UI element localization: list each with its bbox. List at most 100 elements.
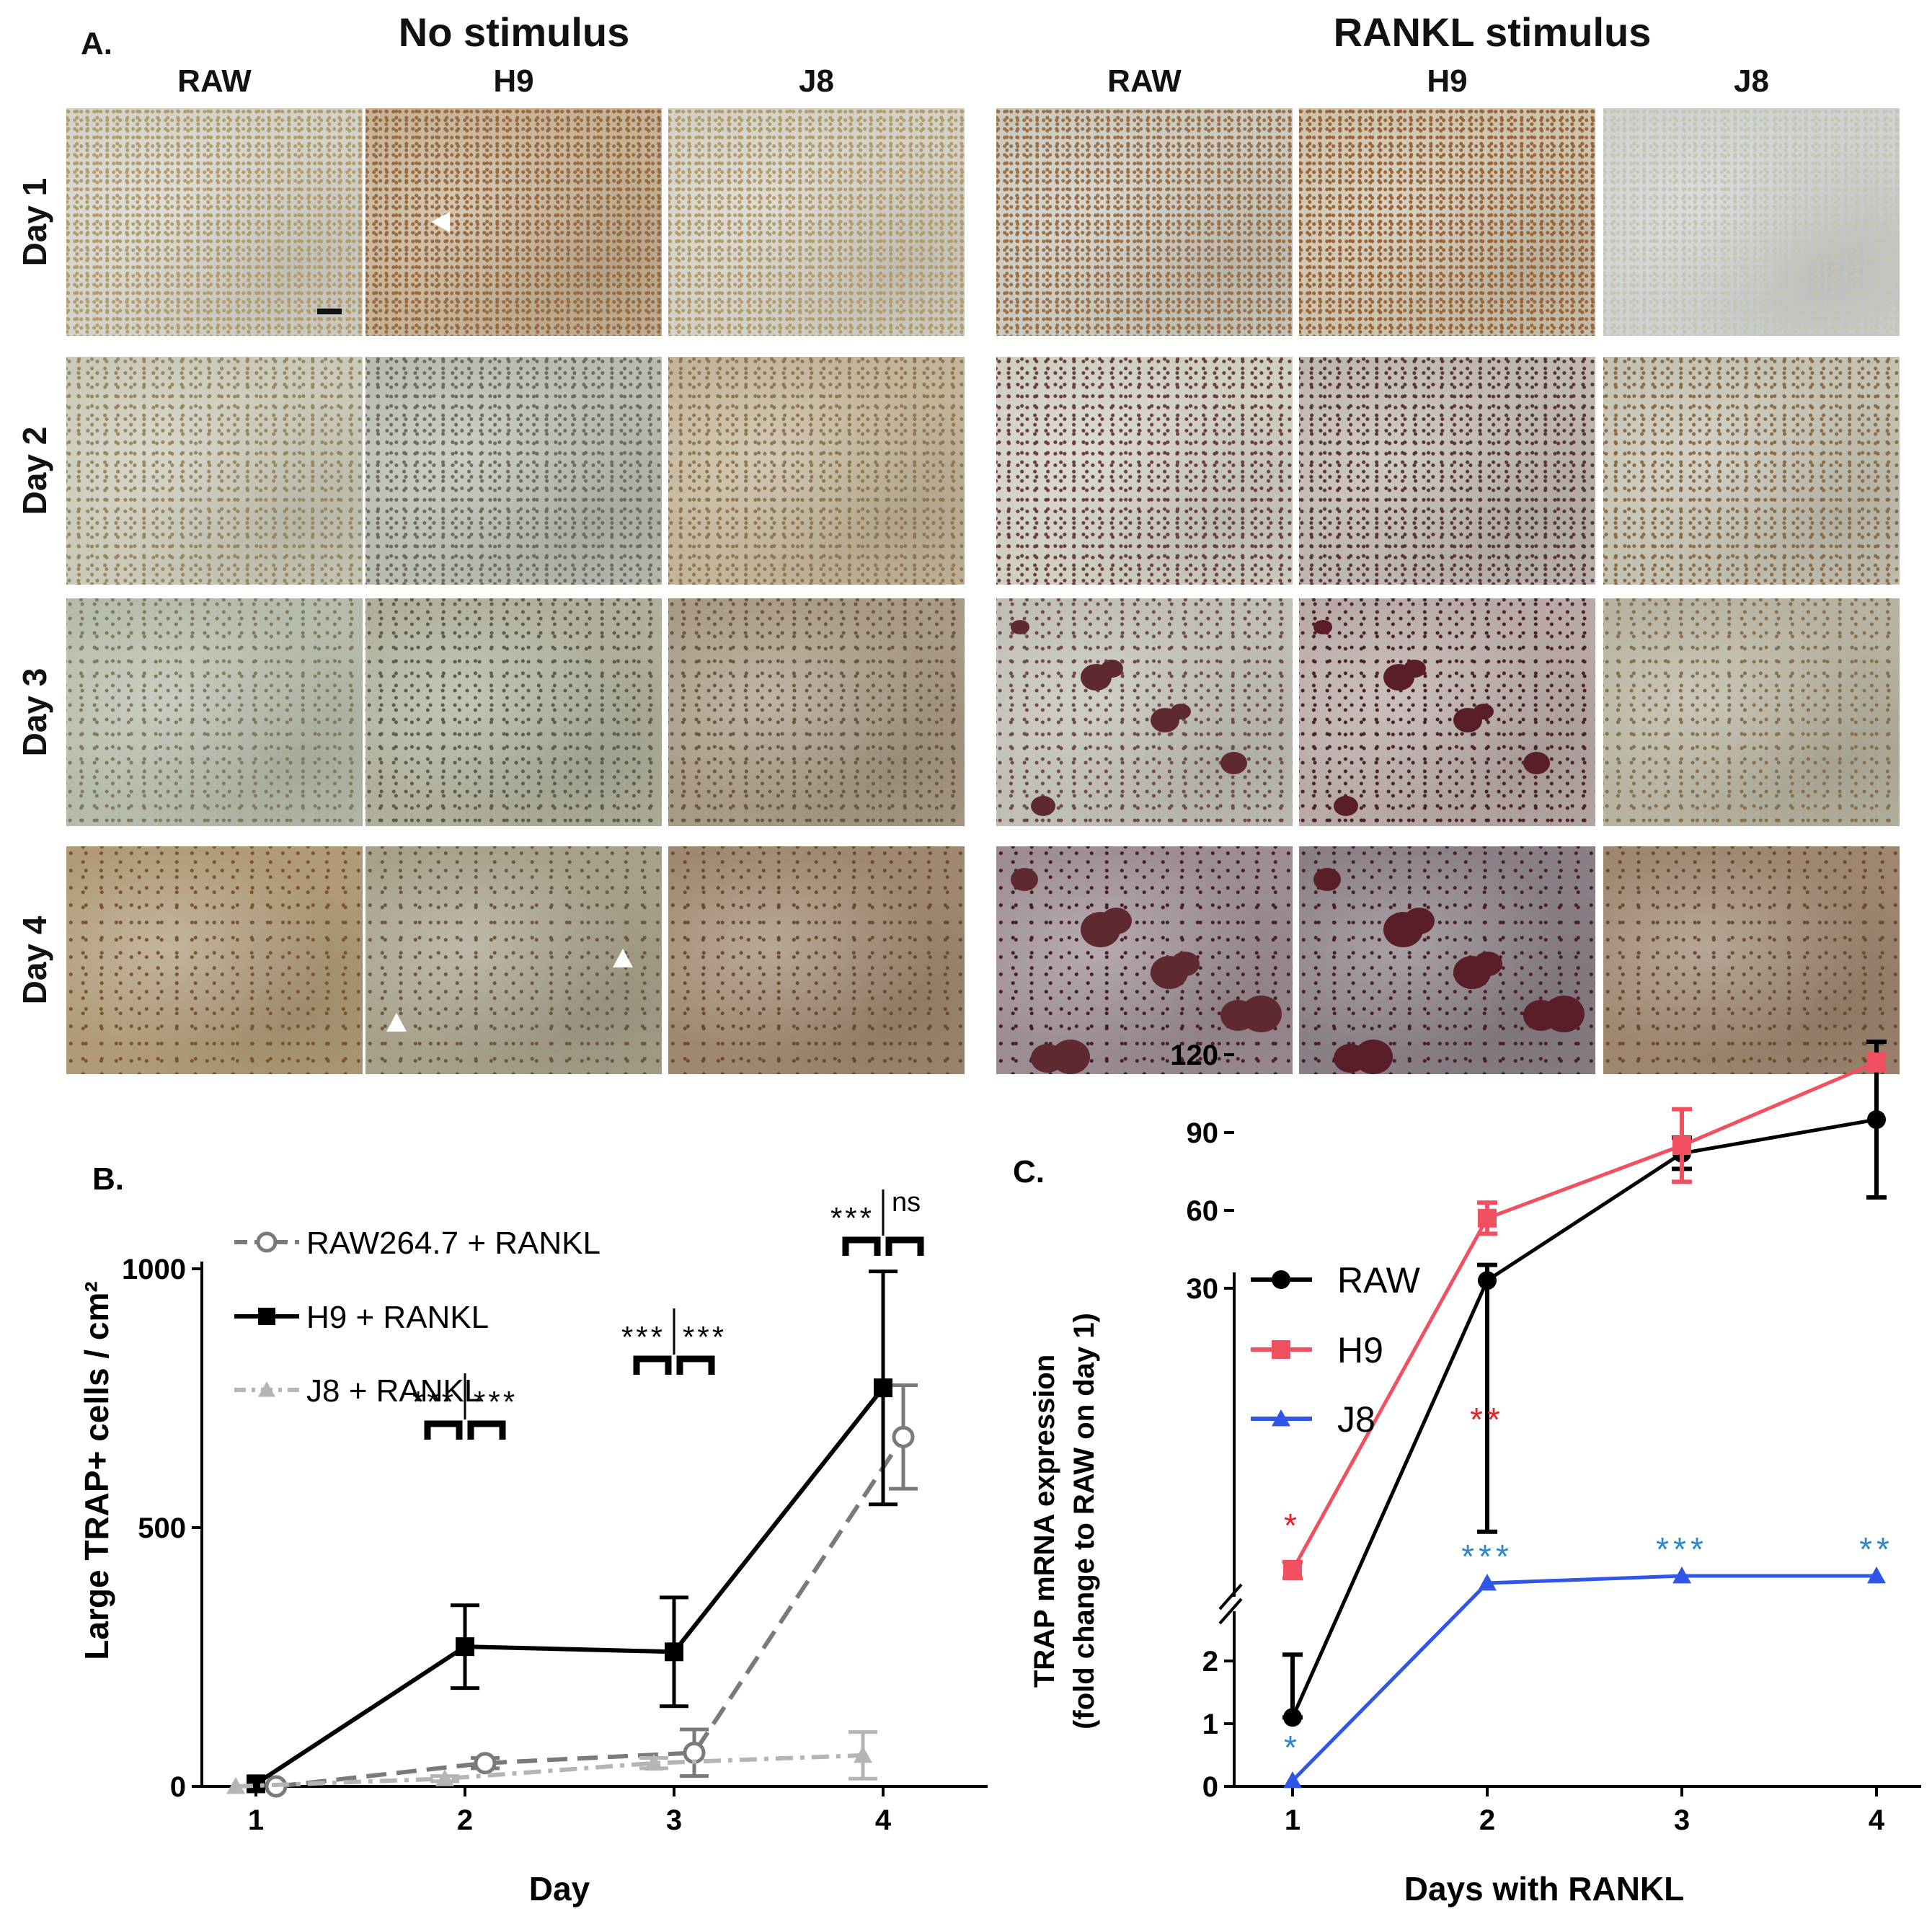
panel-c-legend-label: RAW [1337,1260,1421,1301]
micrograph-raw-rankl-day-4 [995,845,1294,1076]
trap-positive-cell [1051,1040,1090,1074]
scale-bar [317,309,342,314]
panel-b-data-point [665,1642,683,1662]
panel-b-legend-marker [258,1381,275,1397]
panel-b-legend-label: RAW264.7 + RANKL [306,1226,601,1261]
panel-c-data-point [1478,1574,1497,1591]
trap-positive-cell [1011,868,1038,891]
trap-positive-cell [1031,796,1055,816]
panel-c-y-tick-label: 90 [1187,1117,1219,1149]
micrograph-raw-rankl-day-1 [995,107,1294,337]
trap-positive-cell [1474,704,1494,719]
panel-b-data-point [644,1753,663,1771]
trap-positive-cell [1523,752,1550,774]
significance-bracket [842,1236,881,1256]
trap-positive-cell [1101,908,1132,934]
micrograph-j8-rankl-day-1 [1602,107,1901,337]
arrowhead-icon [431,212,450,232]
panel-c-legend-label: J8 [1337,1399,1375,1440]
micrograph-h9-rankl-day-4 [1298,845,1597,1076]
significance-bracket [467,1420,506,1440]
micrograph-j8-no-stimulus-day-1 [667,107,966,337]
trap-positive-cell [1171,952,1200,976]
panel-c-data-point [1672,1136,1691,1155]
significance-bracket [676,1355,715,1375]
trap-positive-cell [1404,908,1435,934]
panel-b-data-point [683,1741,706,1764]
panel-c-y-tick-label: 0 [1202,1771,1218,1803]
significance-bracket [633,1355,672,1375]
panel-b-data-point [435,1769,454,1786]
panel-b-x-tick-label: 3 [666,1804,682,1836]
panel-c-data-point [1867,1110,1886,1129]
micrograph-h9-no-stimulus-day-4 [364,845,663,1076]
panel-c-series-line [1290,1117,1877,1719]
panel-b-data-point [474,1752,497,1775]
panel-c-y-axis-label-line2: (fold change to RAW on day 1) [1068,1313,1100,1729]
panel-c-data-point [1672,1567,1691,1584]
panel-b-y-tick-label: 500 [138,1512,186,1544]
panel-c-legend-marker [1272,1340,1290,1359]
panel-c-legend-marker [1272,1270,1290,1289]
trap-positive-cell [1354,1040,1393,1074]
micrograph-raw-no-stimulus-day-2 [65,355,364,586]
panel-c-letter: C. [1013,1154,1045,1189]
panel-c-significance-label: *** [1656,1530,1708,1568]
panel-c-y-tick-label: 60 [1187,1195,1219,1227]
micrograph-h9-no-stimulus-day-2 [364,355,663,586]
significance-label-left: *** [830,1201,874,1235]
significance-label-right: ns [892,1187,921,1218]
panel-b-series-line [275,1435,905,1789]
panel-c-significance-label: *** [1461,1538,1513,1575]
panel-b-data-point [456,1637,474,1657]
micrograph-j8-rankl-day-3 [1602,597,1901,828]
panel-b-x-tick-label: 1 [248,1804,264,1836]
panel-c-data-point [1283,1771,1302,1789]
panel-b-chart: 0 500 1000 1 2 3 4 RAW264.7 + RANKL H9 + RANKL J8… [122,1187,988,1836]
micrograph-raw-no-stimulus-day-1 [65,107,364,337]
panel-b-y-axis-label: Large TRAP+ cells / cm² [78,1281,115,1660]
significance-label-left: *** [412,1385,456,1419]
panel-c-significance-label: ** [1470,1401,1505,1438]
trap-positive-cell [1543,996,1585,1032]
panel-c-data-point [1478,1208,1497,1228]
micrograph-j8-no-stimulus-day-4 [667,845,966,1076]
axis-break-mark [1218,1583,1243,1610]
trap-positive-cell [1474,952,1502,976]
trap-positive-cell [1313,620,1332,634]
column-header-h9-rankl: H9 [1427,63,1468,99]
micrograph-h9-no-stimulus-day-3 [364,597,663,828]
group-title-no-stimulus: No stimulus [398,9,630,55]
trap-positive-cell [1404,660,1426,678]
micrograph-raw-no-stimulus-day-3 [65,597,364,828]
micrograph-h9-rankl-day-1 [1298,107,1597,337]
panel-c-data-point [1283,1561,1302,1580]
panel-b-x-tick-label: 2 [457,1804,473,1836]
panel-c-y-axis-label-line1: TRAP mRNA expression [1029,1355,1060,1688]
panel-c-significance-label: * [1284,1507,1301,1544]
micrograph-raw-rankl-day-2 [995,355,1294,586]
micrograph-j8-no-stimulus-day-3 [667,597,966,828]
column-header-raw-no-stimulus: RAW [177,63,252,99]
panel-c-significance-label: * [1284,1729,1301,1766]
panel-b-legend-marker [256,1231,278,1253]
micrograph-h9-rankl-day-2 [1298,355,1597,586]
trap-positive-cell [1241,996,1282,1032]
column-header-j8-rankl: J8 [1734,63,1769,99]
panel-b-x-tick-label: 4 [875,1804,892,1836]
arrowhead-icon [613,949,633,967]
trap-positive-cell [1101,660,1123,678]
panel-b-data-point [892,1425,915,1448]
panel-b-data-point [226,1777,245,1794]
column-header-j8-no-stimulus: J8 [799,63,834,99]
panel-c-y-tick-label: 30 [1187,1273,1219,1305]
panel-c-y-tick-label: 1 [1202,1709,1218,1740]
panel-c-x-tick-label: 3 [1674,1804,1690,1836]
panel-c-y-tick-label: 120 [1170,1040,1218,1071]
panel-c-y-tick-label: 2 [1202,1646,1218,1678]
panel-c-data-point [1478,1271,1497,1290]
significance-bracket [885,1236,924,1256]
group-title-rankl-stimulus: RANKL stimulus [1333,9,1652,55]
panel-b-legend-label: H9 + RANKL [306,1300,489,1335]
